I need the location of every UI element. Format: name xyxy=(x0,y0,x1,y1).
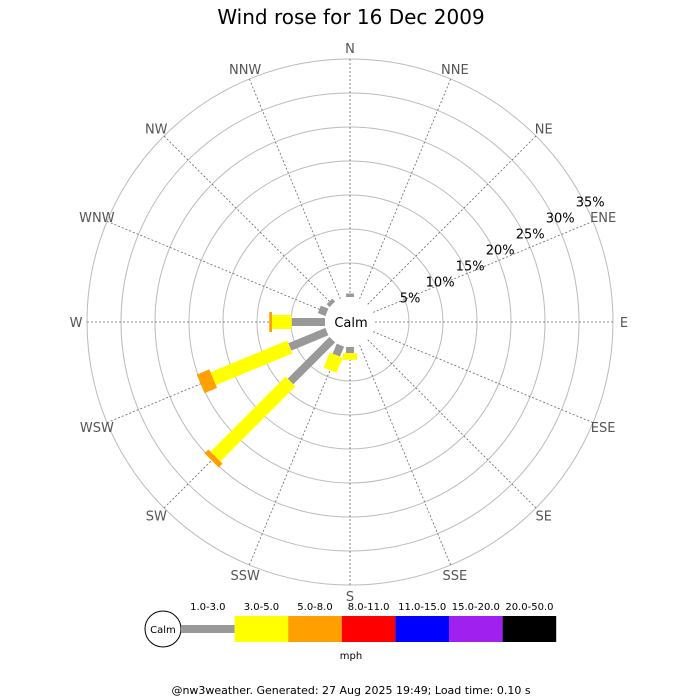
calm-circle xyxy=(325,297,375,347)
calm-label: Calm xyxy=(334,316,367,331)
legend-swatch-2 xyxy=(234,616,289,642)
bar-wsw-bin-1 xyxy=(288,327,329,351)
direction-label-ene: ENE xyxy=(590,211,616,226)
bar-sw-bin-3 xyxy=(204,449,223,468)
legend-range-label-5: 11.0-15.0 xyxy=(398,602,446,613)
legend-swatch-5 xyxy=(395,616,449,642)
bar-sw-bin-2 xyxy=(210,376,296,462)
direction-label-ne: NE xyxy=(535,122,553,137)
bar-wsw-bin-3 xyxy=(196,369,218,394)
bar-wsw-bin-2 xyxy=(210,340,293,386)
legend-range-label-3: 5.0-8.0 xyxy=(297,602,332,613)
bar-nw-bin-1 xyxy=(326,298,336,308)
direction-label-sse: SSE xyxy=(442,569,467,584)
tick-label-20: 20% xyxy=(486,243,515,258)
direction-label-se: SE xyxy=(536,510,552,525)
legend-range-label-7: 20.0-50.0 xyxy=(505,602,553,613)
legend-range-label-1: 1.0-3.0 xyxy=(190,602,225,613)
bar-sw-bin-1 xyxy=(287,336,336,385)
legend-swatch-1 xyxy=(181,625,235,633)
tick-label-5: 5% xyxy=(400,291,421,306)
direction-label-wsw: WSW xyxy=(80,421,114,436)
direction-label-ese: ESE xyxy=(591,421,616,436)
direction-label-nw: NW xyxy=(145,122,168,137)
calm-center: Calm xyxy=(325,297,375,347)
direction-label-ssw: SSW xyxy=(230,569,260,584)
legend-swatches: 1.0-3.0 3.0-5.0 5.0-8.0 8.0-11.0 11.0-15.0 15… xyxy=(181,602,557,642)
bar-ssw-bin-1 xyxy=(332,343,345,357)
legend-swatch-6 xyxy=(449,616,503,642)
legend-range-label-6: 15.0-20.0 xyxy=(452,602,500,613)
legend-swatch-3 xyxy=(288,616,342,642)
bar-wnw-bin-1 xyxy=(317,305,329,317)
legend-range-label-2: 3.0-5.0 xyxy=(244,602,279,613)
legend-swatch-4 xyxy=(341,616,396,642)
direction-label-s: S xyxy=(346,590,354,605)
tick-label-35: 35% xyxy=(576,196,605,211)
direction-label-wnw: WNW xyxy=(79,211,115,226)
legend-unit-label: mph xyxy=(340,651,362,662)
direction-label-nnw: NNW xyxy=(229,63,261,78)
direction-label-e: E xyxy=(620,316,628,331)
direction-label-nne: NNE xyxy=(441,63,469,78)
chart-title: Wind rose for 16 Dec 2009 xyxy=(217,5,484,29)
tick-label-25: 25% xyxy=(516,227,545,242)
legend-range-label-4: 8.0-11.0 xyxy=(348,602,390,613)
direction-label-n: N xyxy=(345,42,355,57)
direction-labels: N NNE NE ENE E ESE SE SSE S SSW SW WSW W WNW NW NNW xyxy=(70,42,629,605)
tick-label-30: 30% xyxy=(546,211,575,226)
speed-legend: Calm 1.0-3.0 3.0-5.0 5.0-8.0 8.0-11.0 11.0-1… xyxy=(144,602,557,662)
footer-text: @nw3weather. Generated: 27 Aug 2025 19:4… xyxy=(171,684,530,697)
wind-bars xyxy=(196,293,357,468)
legend-calm-label: Calm xyxy=(150,625,176,636)
tick-label-15: 15% xyxy=(456,259,485,274)
radial-tick-labels: 5% 10%15%20%25%30%35% xyxy=(400,196,605,307)
direction-label-w: W xyxy=(70,316,83,331)
tick-label-10: 10% xyxy=(426,275,455,290)
direction-label-sw: SW xyxy=(146,510,167,525)
bar-ssw-bin-2 xyxy=(323,352,343,373)
legend-swatch-7 xyxy=(502,616,557,642)
